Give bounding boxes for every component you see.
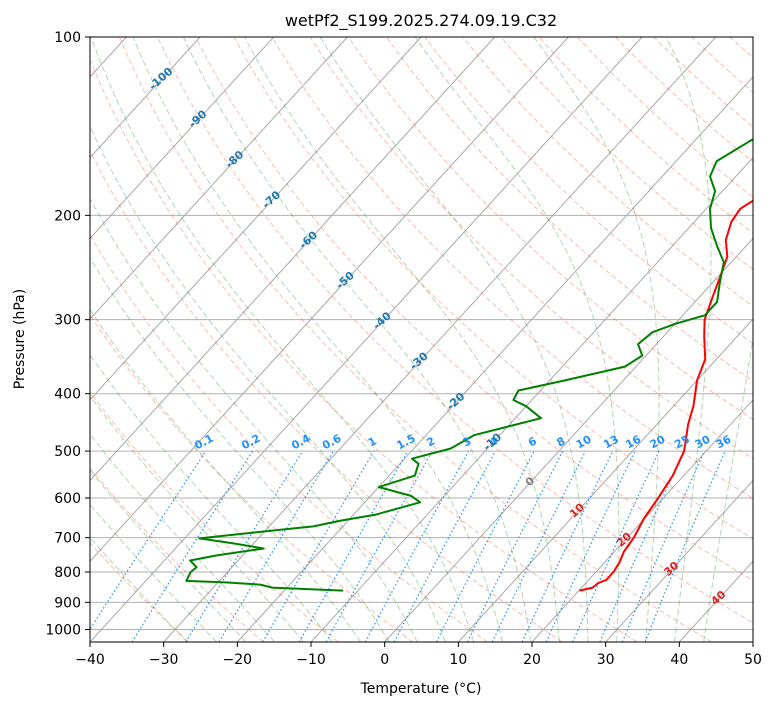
isotherm-line <box>90 37 496 482</box>
moist-adiabat-line <box>665 37 712 642</box>
mixing-ratio-line <box>364 450 470 642</box>
moist-adiabat-line <box>90 395 304 642</box>
temperature-line <box>579 199 753 592</box>
isotherm-line <box>236 76 753 642</box>
x-tick-label: −30 <box>149 652 179 668</box>
moist-adiabat-line <box>533 37 660 642</box>
mixing-ratio-line <box>572 450 660 642</box>
dry-adiabat-line <box>195 37 753 582</box>
moist-adiabat-line <box>132 37 503 642</box>
moist-adiabat-line <box>90 503 217 642</box>
plot-frame <box>89 36 754 643</box>
y-tick-label: 900 <box>54 595 81 611</box>
moist-adiabat-line <box>90 257 390 642</box>
y-tick-label: 800 <box>54 565 81 581</box>
moist-adiabat-line <box>703 334 753 642</box>
dry-adiabat-line <box>90 149 563 642</box>
mixing-ratio-line <box>599 450 685 642</box>
y-tick-label: 700 <box>54 531 81 547</box>
mixing-ratio-line <box>90 450 207 631</box>
dry-adiabat-line <box>347 37 753 421</box>
x-tick-label: 0 <box>380 652 389 668</box>
moist-adiabat-line <box>90 536 188 642</box>
mixing-ratio-line <box>644 450 726 642</box>
dewpoint-line <box>185 138 753 592</box>
isotherm-line <box>90 37 569 563</box>
isotherm-line <box>90 37 275 240</box>
isotherm-line <box>605 479 753 642</box>
isotherm-line <box>457 318 753 642</box>
y-tick-label: 400 <box>54 387 81 403</box>
moist-adiabat-line <box>90 433 276 642</box>
y-tick-label: 500 <box>54 444 81 460</box>
dry-adiabat-line <box>309 37 753 460</box>
x-tick-label: 20 <box>523 652 541 668</box>
y-tick-label: 300 <box>54 313 81 329</box>
isotherm-line <box>90 37 422 401</box>
mixing-ratio-line <box>185 450 304 642</box>
sounding-series <box>185 138 753 592</box>
moist-adiabat-line <box>90 469 247 642</box>
y-tick-label: 1000 <box>45 622 81 638</box>
x-tick-label: −10 <box>296 652 326 668</box>
isotherm-line <box>90 37 201 159</box>
isotherm-line <box>163 37 717 642</box>
dry-adiabat-line <box>90 58 638 642</box>
mixing-ratio-label: 30 <box>693 433 713 452</box>
y-tick-label: 600 <box>54 491 81 507</box>
moist-adiabat-line <box>90 308 362 642</box>
x-tick-label: 50 <box>744 652 762 668</box>
moist-adiabat-line <box>90 37 475 642</box>
dry-adiabat-line <box>271 37 753 500</box>
mixing-ratio-label: 25 <box>672 433 692 452</box>
moist-adiabat-line <box>319 37 589 642</box>
x-tick-label: −20 <box>223 652 253 668</box>
dry-adiabat-line <box>424 37 753 345</box>
dry-adiabat-line <box>538 37 753 234</box>
mixing-ratio-line <box>393 450 496 642</box>
x-tick-label: 30 <box>597 652 615 668</box>
x-tick-label: 10 <box>449 652 467 668</box>
mixing-ratio-label: 20 <box>648 433 668 452</box>
mixing-ratio-label: 16 <box>623 433 643 452</box>
chart-title: wetPf2_S199.2025.274.09.19.C32 <box>285 11 557 31</box>
dry-adiabat-line <box>90 314 414 642</box>
dry-adiabat-line <box>90 467 264 642</box>
mixing-ratio-line <box>131 450 254 642</box>
isotherm-line <box>531 399 753 642</box>
x-axis-title: Temperature (°C) <box>360 681 482 697</box>
x-tick-label: −40 <box>75 652 105 668</box>
mixing-ratio-line <box>621 450 705 642</box>
isotherm-line <box>90 37 348 320</box>
isotherm-line <box>310 156 753 642</box>
moist-adiabat-line <box>90 197 418 642</box>
dry-adiabat-line <box>615 37 753 163</box>
mixing-ratio-label: 13 <box>601 433 621 452</box>
mixing-ratio-line <box>466 450 564 642</box>
y-tick-label: 100 <box>54 30 81 46</box>
moist-adiabat-line <box>414 37 620 642</box>
dry-adiabat-line <box>157 37 753 624</box>
moist-adiabat-line <box>244 37 560 642</box>
moist-adiabat-line <box>90 125 447 642</box>
y-tick-label: 200 <box>54 208 81 224</box>
x-axis-ticks: −40 −30 −20 −10 0 10 20 30 40 50 <box>75 642 762 668</box>
mixing-ratio-label: 36 <box>714 433 734 452</box>
mixing-ratio-label: 10 <box>574 433 594 452</box>
isotherm-line <box>90 37 643 642</box>
dry-adiabat-line <box>462 37 753 307</box>
x-tick-label: 40 <box>670 652 688 668</box>
dry-adiabat-line <box>90 234 488 642</box>
y-axis-ticks: 100 200 300 400 500 600 700 800 900 1000 <box>45 30 90 638</box>
isotherm-line <box>384 237 753 642</box>
y-axis-title: Pressure (hPa) <box>12 289 28 389</box>
dry-adiabat-line <box>118 37 712 642</box>
